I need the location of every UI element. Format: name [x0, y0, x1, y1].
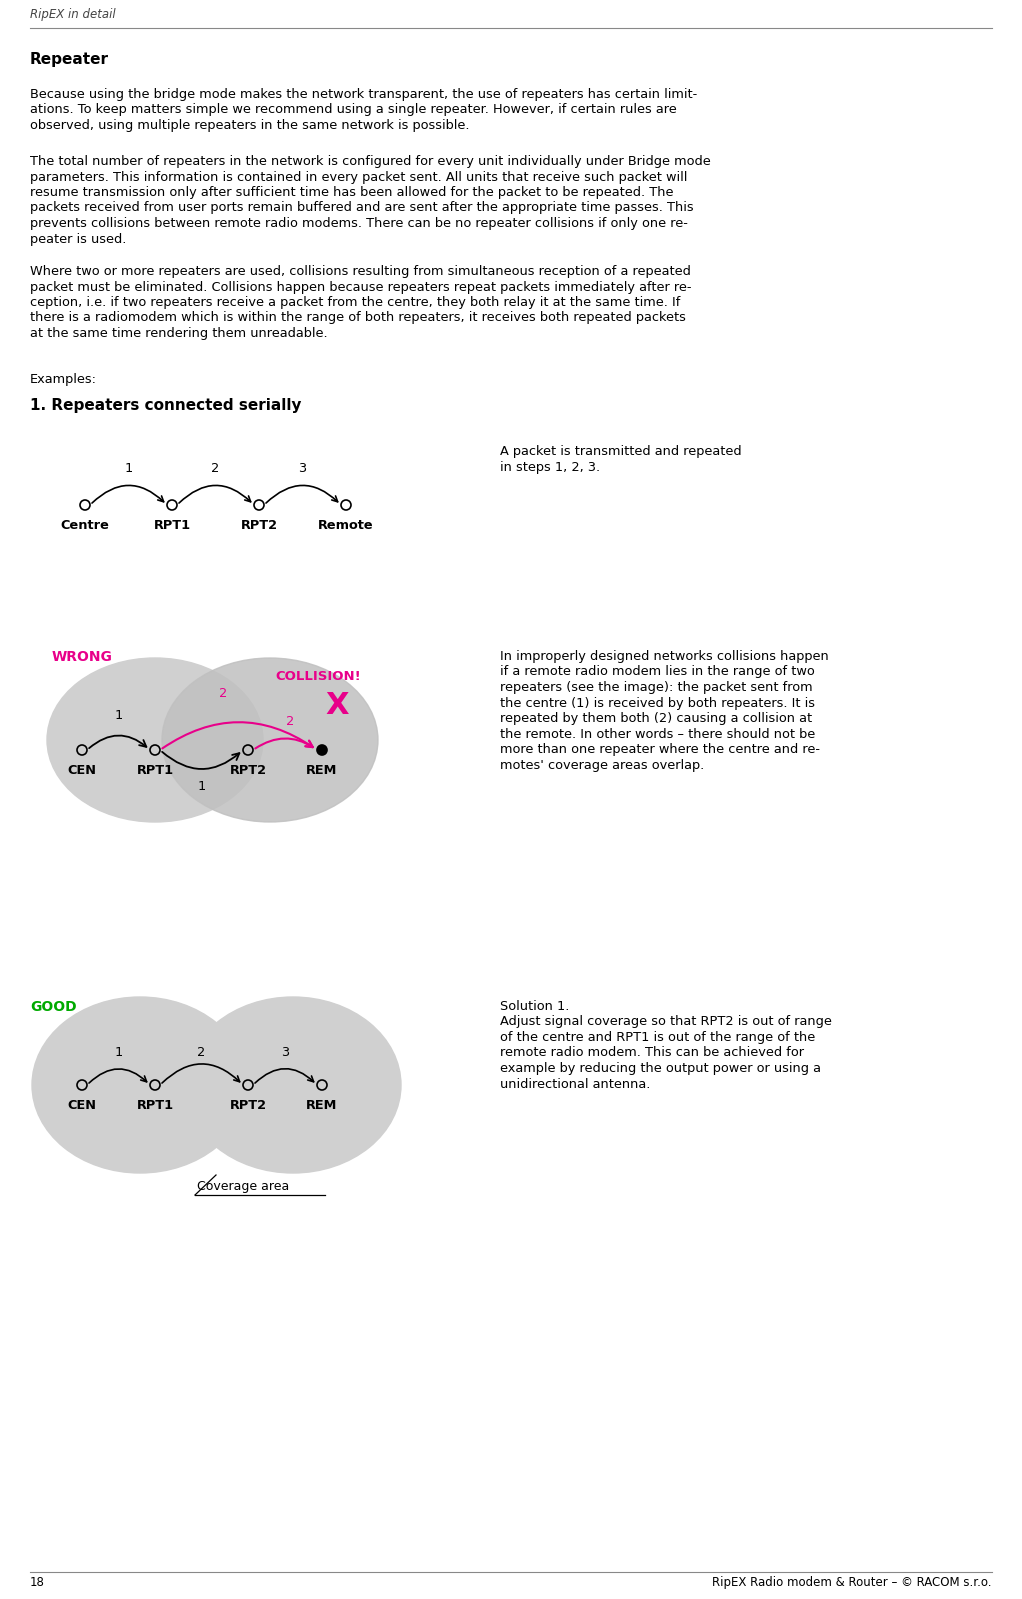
Circle shape	[317, 745, 327, 755]
Text: prevents collisions between remote radio modems. There can be no repeater collis: prevents collisions between remote radio…	[30, 217, 688, 230]
Text: CEN: CEN	[67, 764, 96, 777]
Text: 2: 2	[220, 688, 228, 700]
Text: Examples:: Examples:	[30, 373, 97, 385]
FancyArrowPatch shape	[256, 1068, 314, 1083]
Text: Because using the bridge mode makes the network transparent, the use of repeater: Because using the bridge mode makes the …	[30, 88, 697, 101]
Text: parameters. This information is contained in every packet sent. All units that r: parameters. This information is containe…	[30, 171, 688, 184]
Text: WRONG: WRONG	[52, 651, 112, 664]
Text: Remote: Remote	[318, 520, 374, 532]
Text: COLLISION!: COLLISION!	[275, 670, 361, 683]
Text: 1: 1	[197, 780, 205, 793]
Text: 1: 1	[114, 1046, 123, 1059]
FancyArrowPatch shape	[92, 486, 164, 504]
Text: Coverage area: Coverage area	[197, 1180, 289, 1193]
Text: the remote. In other words – there should not be: the remote. In other words – there shoul…	[500, 728, 816, 740]
Text: In improperly designed networks collisions happen: In improperly designed networks collisio…	[500, 651, 829, 664]
Text: RipEX in detail: RipEX in detail	[30, 8, 115, 21]
Ellipse shape	[162, 659, 378, 822]
Text: Solution 1.: Solution 1.	[500, 999, 569, 1014]
Text: REM: REM	[307, 1099, 337, 1111]
Text: Repeater: Repeater	[30, 53, 109, 67]
Text: ations. To keep matters simple we recommend using a single repeater. However, if: ations. To keep matters simple we recomm…	[30, 104, 677, 117]
Text: Adjust signal coverage so that RPT2 is out of range: Adjust signal coverage so that RPT2 is o…	[500, 1015, 832, 1028]
Text: RipEX Radio modem & Router – © RACOM s.r.o.: RipEX Radio modem & Router – © RACOM s.r…	[712, 1577, 992, 1589]
FancyArrowPatch shape	[162, 752, 239, 769]
Text: the centre (1) is received by both repeaters. It is: the centre (1) is received by both repea…	[500, 697, 815, 710]
Text: RPT1: RPT1	[153, 520, 190, 532]
FancyArrowPatch shape	[162, 723, 313, 748]
Text: 3: 3	[298, 462, 307, 475]
Text: RPT1: RPT1	[137, 1099, 174, 1111]
Text: Where two or more repeaters are used, collisions resulting from simultaneous rec: Where two or more repeaters are used, co…	[30, 265, 691, 278]
Text: motes' coverage areas overlap.: motes' coverage areas overlap.	[500, 758, 704, 771]
FancyArrowPatch shape	[89, 736, 146, 748]
Text: 1: 1	[114, 708, 123, 723]
Ellipse shape	[47, 659, 263, 822]
Text: RPT1: RPT1	[137, 764, 174, 777]
Text: peater is used.: peater is used.	[30, 232, 127, 246]
FancyArrowPatch shape	[162, 1063, 240, 1083]
FancyArrowPatch shape	[179, 486, 250, 504]
Text: RPT2: RPT2	[229, 764, 267, 777]
Text: A packet is transmitted and repeated: A packet is transmitted and repeated	[500, 445, 742, 457]
FancyArrowPatch shape	[266, 486, 337, 504]
Ellipse shape	[185, 998, 401, 1174]
Text: REM: REM	[307, 764, 337, 777]
Text: 3: 3	[281, 1046, 289, 1059]
Text: 2: 2	[286, 715, 294, 728]
Text: RPT2: RPT2	[229, 1099, 267, 1111]
Text: unidirectional antenna.: unidirectional antenna.	[500, 1078, 650, 1091]
Text: repeaters (see the image): the packet sent from: repeaters (see the image): the packet se…	[500, 681, 812, 694]
Text: GOOD: GOOD	[30, 999, 77, 1014]
Text: in steps 1, 2, 3.: in steps 1, 2, 3.	[500, 461, 600, 473]
Text: ception, i.e. if two repeaters receive a packet from the centre, they both relay: ception, i.e. if two repeaters receive a…	[30, 296, 681, 309]
Text: remote radio modem. This can be achieved for: remote radio modem. This can be achieved…	[500, 1046, 804, 1060]
Text: more than one repeater where the centre and re-: more than one repeater where the centre …	[500, 744, 820, 756]
Text: Centre: Centre	[60, 520, 109, 532]
FancyArrowPatch shape	[89, 1068, 146, 1083]
Text: CEN: CEN	[67, 1099, 96, 1111]
Text: packets received from user ports remain buffered and are sent after the appropri: packets received from user ports remain …	[30, 201, 694, 214]
Text: of the centre and RPT1 is out of the range of the: of the centre and RPT1 is out of the ran…	[500, 1031, 816, 1044]
Text: RPT2: RPT2	[240, 520, 278, 532]
Text: 1: 1	[125, 462, 133, 475]
Text: 2: 2	[197, 1046, 205, 1059]
Text: example by reducing the output power or using a: example by reducing the output power or …	[500, 1062, 821, 1075]
Text: 18: 18	[30, 1577, 45, 1589]
Text: The total number of repeaters in the network is configured for every unit indivi: The total number of repeaters in the net…	[30, 155, 710, 168]
Text: packet must be eliminated. Collisions happen because repeaters repeat packets im: packet must be eliminated. Collisions ha…	[30, 280, 692, 294]
Text: if a remote radio modem lies in the range of two: if a remote radio modem lies in the rang…	[500, 665, 815, 678]
Ellipse shape	[32, 998, 248, 1174]
Text: repeated by them both (2) causing a collision at: repeated by them both (2) causing a coll…	[500, 712, 812, 724]
Text: there is a radiomodem which is within the range of both repeaters, it receives b: there is a radiomodem which is within th…	[30, 312, 686, 325]
Text: resume transmission only after sufficient time has been allowed for the packet t: resume transmission only after sufficien…	[30, 185, 673, 198]
Text: 2: 2	[212, 462, 220, 475]
Text: 1. Repeaters connected serially: 1. Repeaters connected serially	[30, 398, 301, 413]
Text: observed, using multiple repeaters in the same network is possible.: observed, using multiple repeaters in th…	[30, 118, 469, 133]
Text: at the same time rendering them unreadable.: at the same time rendering them unreadab…	[30, 328, 328, 341]
Text: X: X	[325, 691, 349, 720]
FancyArrowPatch shape	[256, 739, 313, 748]
